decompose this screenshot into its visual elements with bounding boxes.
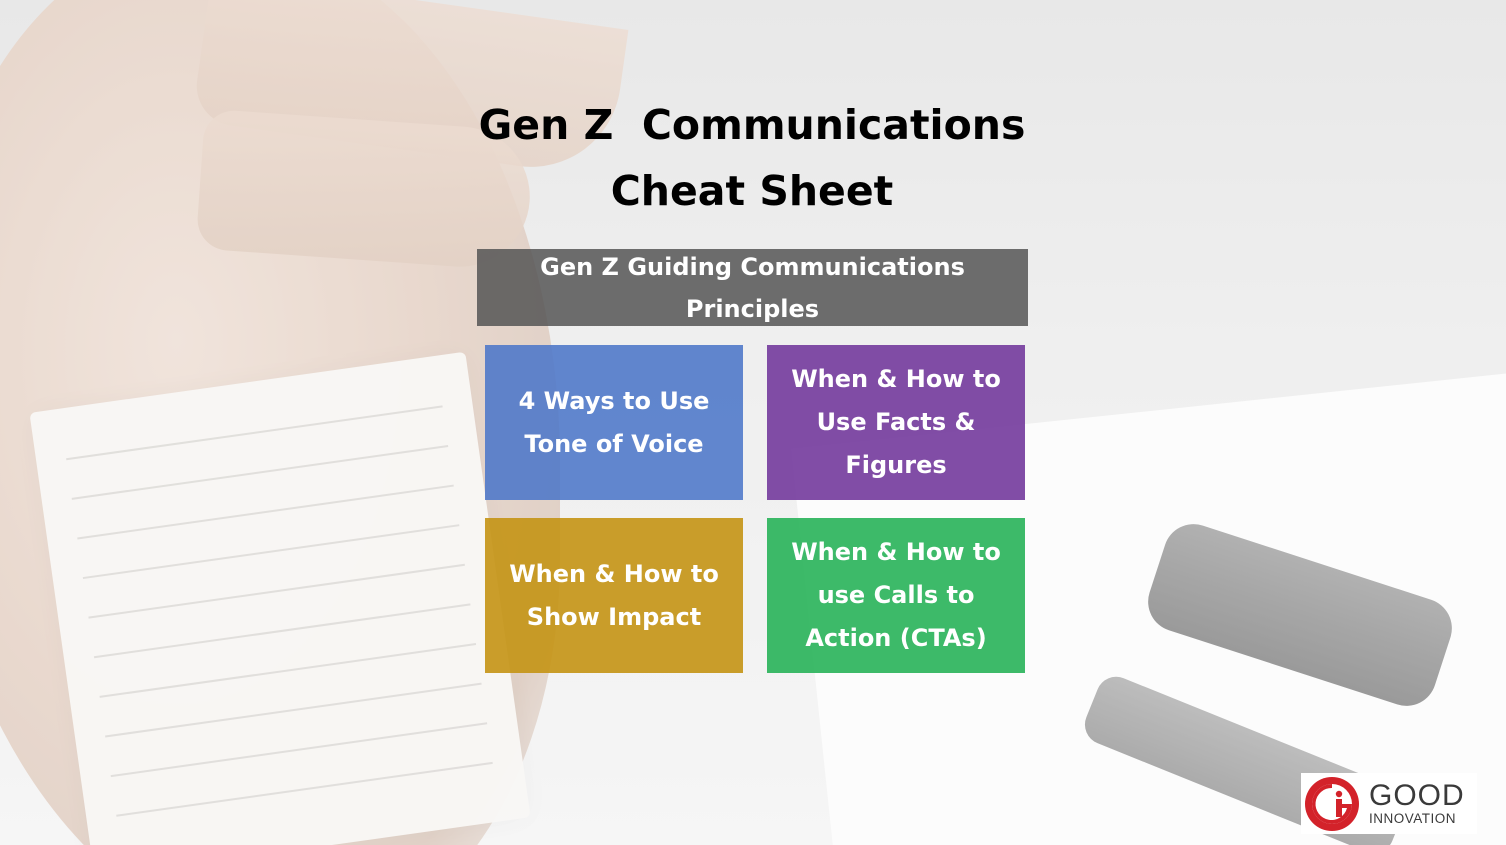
calls-to-action-label: When & How to use Calls to Action (CTAs): [791, 538, 1001, 652]
calls-to-action-card[interactable]: When & How to use Calls to Action (CTAs): [767, 518, 1025, 673]
guiding-principles-label: Gen Z Guiding Communications Principles: [540, 252, 965, 323]
guiding-principles-button[interactable]: Gen Z Guiding Communications Principles: [477, 249, 1028, 326]
show-impact-label: When & How to Show Impact: [509, 559, 719, 631]
good-innovation-logo-icon: [1305, 776, 1359, 831]
title-line-2: Cheat Sheet: [610, 167, 894, 215]
show-impact-card[interactable]: When & How to Show Impact: [485, 518, 743, 673]
tone-of-voice-label: 4 Ways to Use Tone of Voice: [518, 386, 710, 458]
tone-of-voice-card[interactable]: 4 Ways to Use Tone of Voice: [485, 345, 743, 500]
logo-word-innovation: INNOVATION: [1369, 811, 1457, 826]
title-line-1: Gen Z Communications: [478, 101, 1026, 149]
facts-figures-card[interactable]: When & How to Use Facts & Figures: [767, 345, 1025, 500]
logo-word-good: GOOD: [1369, 779, 1465, 812]
facts-figures-label: When & How to Use Facts & Figures: [791, 365, 1001, 479]
page-title: Gen Z Communications Cheat Sheet: [452, 92, 1052, 224]
good-innovation-logo: GOOD INNOVATION: [1301, 773, 1477, 834]
